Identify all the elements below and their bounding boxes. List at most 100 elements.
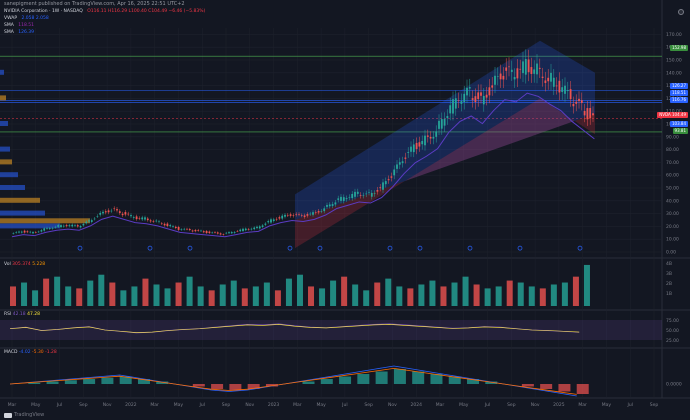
candle-body	[516, 68, 519, 79]
candle-body	[432, 136, 435, 139]
candle-body	[505, 67, 508, 71]
volume-profile-bar	[0, 172, 18, 178]
symbol-legend[interactable]: NVIDIA Corporation · 1W · NASDAQ O116.11…	[4, 9, 205, 14]
volume-bar	[54, 276, 61, 306]
candle-body	[426, 135, 429, 137]
candle-body	[180, 229, 183, 230]
price-tick-label: 40.00	[666, 198, 679, 204]
candle-body	[135, 216, 138, 220]
candle-body	[214, 232, 216, 233]
volume-bar	[473, 284, 480, 306]
candle-body	[121, 213, 124, 216]
volume-bar	[440, 286, 447, 306]
volume-bar	[208, 290, 215, 306]
candle-body	[43, 228, 46, 231]
candle-body	[239, 229, 242, 232]
pane-name: RSI	[4, 312, 12, 317]
volume-tick-label: 3B	[666, 271, 672, 277]
candle-body	[474, 96, 477, 103]
candle-body	[174, 226, 177, 229]
candle-body	[48, 228, 51, 229]
volume-bar	[385, 278, 392, 306]
candle-body	[317, 211, 320, 213]
volume-bar	[98, 274, 105, 306]
indicator-sma-1[interactable]: SMA 118.51	[4, 23, 34, 28]
candle-body	[578, 98, 580, 102]
symbol-name: NVIDIA Corporation · 1W · NASDAQ	[4, 9, 83, 14]
macd-histogram-bar	[247, 384, 260, 389]
indicator-vwap[interactable]: VWAP 2.058 2.058	[4, 16, 49, 21]
candle-body	[502, 75, 505, 80]
tradingview-logo[interactable]: TradingView	[4, 412, 44, 418]
candle-body	[54, 226, 57, 228]
candle-body	[566, 89, 569, 92]
candle-body	[471, 98, 474, 100]
macd-histogram-bar	[412, 371, 425, 384]
candle-body	[323, 208, 326, 212]
indicator-sma-2[interactable]: SMA 126.39	[4, 30, 34, 35]
candle-body	[169, 225, 172, 227]
candle-body	[477, 92, 480, 100]
candle-body	[541, 76, 544, 78]
volume-bar	[330, 280, 337, 306]
candle-body	[309, 213, 312, 215]
macd-histogram-bar	[64, 380, 77, 384]
time-tick-label: Jul	[56, 402, 62, 408]
candle-body	[527, 59, 530, 73]
candle-body	[583, 111, 586, 116]
volume-profile-bar	[0, 210, 45, 216]
time-tick-label: Sep	[79, 402, 88, 408]
event-marker	[187, 245, 193, 251]
price-tick-label: 0.00	[666, 250, 676, 256]
candle-body	[488, 87, 491, 96]
candle-body	[342, 197, 345, 201]
macd-histogram-bar	[46, 381, 59, 384]
candle-body	[132, 217, 135, 219]
event-marker	[387, 245, 393, 251]
candle-body	[572, 103, 575, 107]
candle-body	[96, 216, 99, 217]
candle-body	[373, 193, 376, 194]
candle-body	[368, 192, 370, 193]
candle-body	[524, 58, 527, 75]
price-tick-label: 30.00	[666, 211, 679, 217]
volume-bar	[87, 280, 94, 306]
candle-body	[331, 204, 334, 206]
macd-pane-label[interactable]: MACD -4.02 -5.30 -1.28	[4, 350, 57, 355]
volume-bar	[21, 282, 28, 306]
candle-body	[88, 220, 90, 222]
macd-histogram-bar	[83, 379, 96, 384]
candle-body	[183, 228, 186, 230]
time-tick-label: Nov	[103, 402, 112, 408]
candle-body	[40, 230, 43, 232]
rsi-pane-label[interactable]: RSI 42.18 47.28	[4, 312, 40, 317]
candle-body	[499, 73, 502, 80]
candle-body	[258, 226, 261, 229]
time-tick-label: Sep	[364, 402, 373, 408]
candle-body	[561, 87, 564, 92]
brand-text: TradingView	[14, 412, 45, 418]
volume-bar	[561, 282, 568, 306]
candle-body	[418, 142, 421, 147]
volume-bar	[352, 284, 359, 306]
settings-icon[interactable]	[678, 9, 684, 15]
candle-body	[398, 162, 401, 165]
volume-profile-bar	[0, 121, 8, 126]
rsi-value-2: 47.28	[27, 312, 40, 317]
candle-body	[222, 234, 225, 235]
volume-pane-label[interactable]: Vol 305.374 5.228	[4, 262, 45, 267]
volume-bar	[65, 286, 72, 306]
event-marker	[517, 245, 523, 251]
candle-body	[519, 68, 522, 70]
time-tick-label: Mar	[8, 402, 17, 408]
sma-line	[11, 92, 595, 238]
macd-histogram-bar	[576, 384, 589, 394]
candle-body	[65, 225, 68, 227]
price-tick-label: 140.00	[666, 70, 682, 76]
event-marker	[77, 245, 83, 251]
event-marker	[577, 245, 583, 251]
candle-body	[412, 144, 415, 153]
candle-body	[15, 232, 18, 233]
tradingview-logo-icon	[4, 412, 12, 418]
